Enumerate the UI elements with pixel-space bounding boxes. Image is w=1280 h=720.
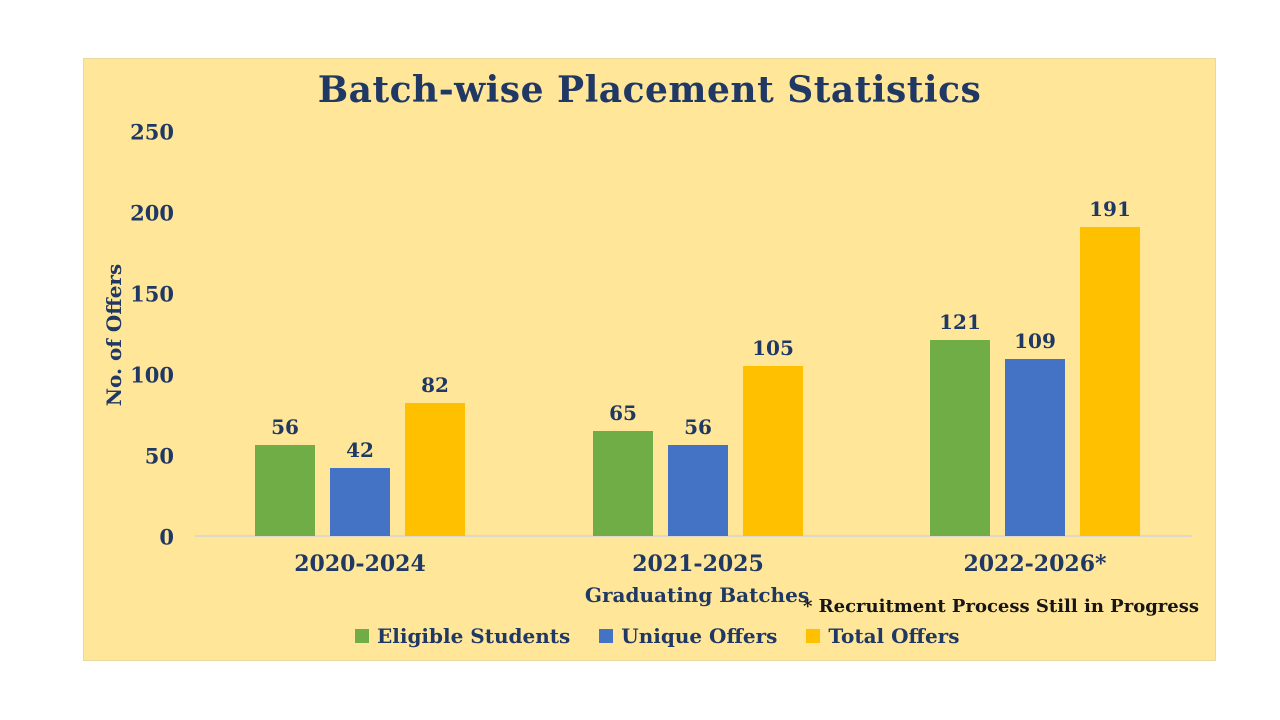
y-tick-50: 50 — [144, 443, 174, 469]
bar-value-total-offers-2021-2025: 105 — [752, 336, 794, 360]
plot-area: 56 42 82 65 56 105 121 109 191 2020-2024 2021-202… — [195, 59, 1192, 577]
y-tick-200: 200 — [130, 200, 174, 226]
y-tick-100: 100 — [130, 362, 174, 388]
y-tick-250: 250 — [130, 119, 174, 145]
legend: Eligible Students Unique Offers Total Offe… — [355, 626, 959, 646]
bar-total-offers-2020-2024 — [405, 403, 465, 536]
bar-value-unique-offers-2021-2025: 56 — [684, 415, 712, 439]
bar-eligible-students-2020-2024 — [255, 445, 315, 536]
bar-value-unique-offers-2020-2024: 42 — [346, 438, 374, 462]
bar-value-eligible-students-2022-2026: 121 — [939, 310, 981, 334]
legend-item-total-offers: Total Offers — [806, 626, 959, 646]
bar-total-offers-2021-2025 — [743, 366, 803, 536]
bar-value-unique-offers-2022-2026: 109 — [1014, 329, 1056, 353]
category-label-2020-2024: 2020-2024 — [294, 551, 426, 577]
category-label-2022-2026: 2022-2026* — [963, 551, 1107, 577]
y-tick-150: 150 — [130, 281, 174, 307]
category-label-2021-2025: 2021-2025 — [632, 551, 764, 577]
bar-value-eligible-students-2021-2025: 65 — [609, 401, 637, 425]
bar-value-total-offers-2022-2026: 191 — [1089, 197, 1131, 221]
legend-swatch-eligible-students — [355, 629, 369, 643]
footnote: * Recruitment Process Still in Progress — [802, 596, 1199, 617]
legend-item-unique-offers: Unique Offers — [599, 626, 777, 646]
placement-chart: Batch-wise Placement Statistics No. of O… — [83, 58, 1216, 661]
legend-item-eligible-students: Eligible Students — [355, 626, 570, 646]
y-tick-0: 0 — [159, 524, 174, 550]
legend-label-total-offers: Total Offers — [828, 624, 960, 648]
x-axis-title: Graduating Batches — [584, 583, 810, 607]
bar-eligible-students-2022-2026 — [930, 340, 990, 536]
legend-swatch-unique-offers — [599, 629, 614, 643]
bar-value-eligible-students-2020-2024: 56 — [271, 415, 299, 439]
chart-title: Batch-wise Placement Statistics — [317, 69, 982, 111]
bar-unique-offers-2021-2025 — [668, 445, 728, 536]
legend-label-eligible-students: Eligible Students — [377, 624, 571, 648]
bar-unique-offers-2020-2024 — [330, 468, 390, 536]
legend-label-unique-offers: Unique Offers — [621, 624, 778, 648]
x-axis-line — [195, 535, 1192, 537]
legend-swatch-total-offers — [806, 629, 821, 643]
bar-unique-offers-2022-2026 — [1005, 359, 1065, 536]
bar-eligible-students-2021-2025 — [593, 431, 653, 536]
bar-total-offers-2022-2026 — [1080, 227, 1140, 536]
bar-value-total-offers-2020-2024: 82 — [421, 373, 449, 397]
